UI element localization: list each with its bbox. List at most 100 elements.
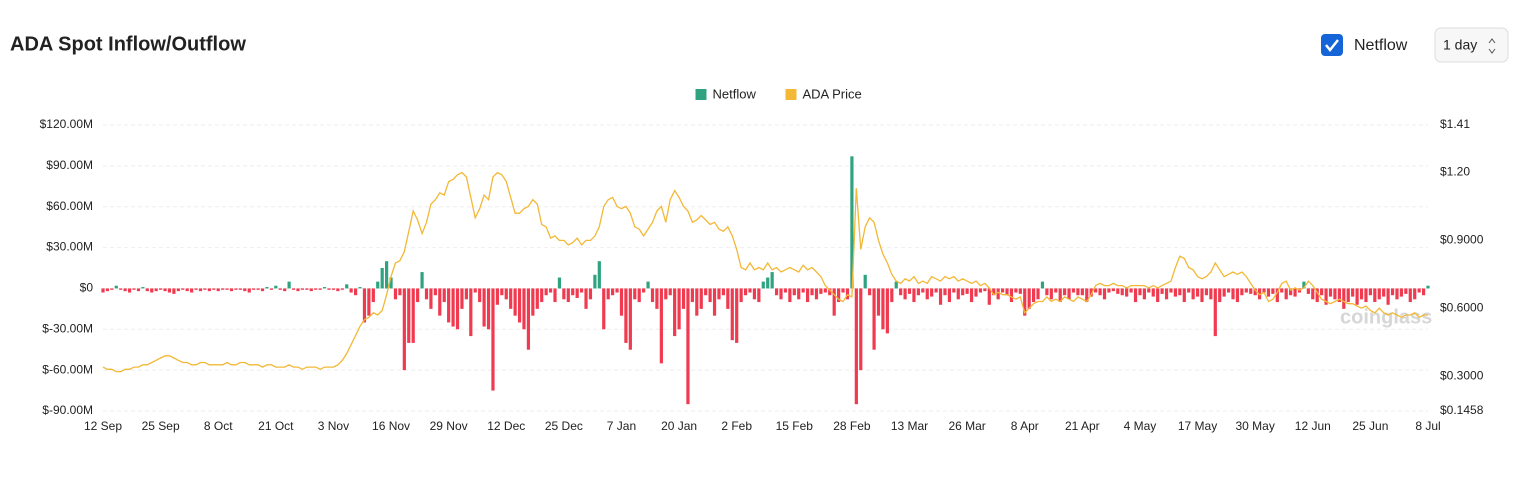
- netflow-bar: [1253, 288, 1257, 296]
- netflow-bar: [992, 288, 996, 296]
- netflow-bar: [1324, 288, 1328, 305]
- netflow-bar: [633, 288, 637, 300]
- y-tick-label: $90.00M: [46, 158, 93, 172]
- select-label[interactable]: 1 day: [1443, 37, 1477, 53]
- netflow-bar: [367, 288, 371, 316]
- netflow-bar: [1351, 288, 1355, 297]
- netflow-bar: [1027, 288, 1031, 309]
- price-line: [102, 171, 1428, 373]
- netflow-bar: [194, 288, 198, 290]
- select-box[interactable]: [1434, 27, 1509, 63]
- netflow-bar: [190, 288, 194, 293]
- netflow-bar: [557, 277, 562, 289]
- netflow-bar: [912, 288, 916, 303]
- netflow-bar: [509, 288, 513, 309]
- netflow-bar: [553, 288, 557, 303]
- netflow-bar: [566, 288, 570, 303]
- netflow-bar: [216, 288, 220, 292]
- netflow-bar: [1054, 288, 1058, 293]
- netflow-bar: [1426, 285, 1430, 289]
- netflow-bar: [726, 288, 730, 309]
- netflow-bar: [850, 156, 854, 289]
- netflow-bar: [677, 288, 681, 330]
- checkbox[interactable]: [1321, 34, 1343, 56]
- netflow-bar: [548, 288, 553, 293]
- legend-label: ADA Price: [803, 86, 862, 101]
- x-tick-label: 28 Feb: [833, 419, 871, 433]
- netflow-bar: [934, 288, 938, 293]
- netflow-bar: [615, 288, 619, 293]
- netflow-bar: [314, 288, 318, 290]
- netflow-bar: [788, 288, 792, 303]
- netflow-bar: [1382, 288, 1386, 297]
- netflow-bar: [1080, 288, 1084, 296]
- netflow-toggle[interactable]: Netflow: [1321, 34, 1408, 56]
- netflow-bar: [238, 288, 242, 290]
- netflow-bar: [1151, 288, 1155, 297]
- netflow-bar: [1160, 288, 1164, 294]
- netflow-bar: [101, 288, 105, 293]
- netflow-bar: [881, 288, 885, 330]
- netflow-bar: [495, 288, 499, 305]
- netflow-bar: [203, 288, 207, 290]
- x-tick-label: 12 Jun: [1295, 419, 1331, 433]
- netflow-bar: [1169, 288, 1173, 293]
- netflow-bar: [1271, 288, 1275, 294]
- netflow-bar: [278, 288, 282, 290]
- netflow-bar: [460, 288, 464, 309]
- netflow-bar: [947, 288, 952, 303]
- netflow-bar: [517, 288, 522, 323]
- netflow-bar: [1222, 288, 1226, 297]
- netflow-bar: [167, 288, 172, 293]
- netflow-bar: [779, 288, 783, 300]
- x-tick-label: 20 Jan: [661, 419, 697, 433]
- y-tick-label: $-30.00M: [42, 321, 93, 335]
- netflow-bar: [1218, 288, 1222, 303]
- netflow-bar: [717, 288, 721, 300]
- netflow-bar: [575, 288, 579, 298]
- netflow-bar: [172, 288, 176, 294]
- netflow-bar: [761, 281, 765, 289]
- netflow-bar: [353, 288, 358, 296]
- netflow-bar: [579, 288, 584, 293]
- netflow-bar: [1395, 288, 1399, 300]
- netflow-bar: [1120, 288, 1124, 296]
- x-tick-label: 17 May: [1178, 419, 1217, 433]
- netflow-bar: [983, 288, 987, 292]
- x-tick-label: 30 May: [1235, 419, 1274, 433]
- netflow-bar: [837, 288, 841, 303]
- netflow-bar: [526, 288, 531, 350]
- x-tick-label: 21 Oct: [258, 419, 294, 433]
- netflow-bar: [664, 288, 668, 300]
- netflow-bar: [123, 288, 127, 292]
- netflow-bar: [646, 281, 650, 289]
- netflow-bar: [872, 288, 876, 350]
- netflow-bar: [1125, 288, 1129, 297]
- netflow-bar: [1209, 288, 1213, 300]
- netflow-bar: [247, 288, 251, 293]
- netflow-bar: [1231, 288, 1235, 300]
- netflow-bar: [974, 288, 978, 297]
- netflow-bar: [766, 277, 770, 289]
- netflow-bar: [699, 288, 703, 309]
- netflow-bar: [198, 288, 203, 292]
- interval-select[interactable]: 1 day: [1434, 27, 1509, 63]
- toggle-label[interactable]: Netflow: [1354, 37, 1408, 54]
- netflow-bar: [792, 288, 796, 296]
- netflow-bar: [385, 261, 389, 289]
- netflow-bar: [455, 288, 460, 330]
- netflow-bar: [810, 288, 814, 296]
- select-arrows: [1488, 38, 1496, 54]
- netflow-bar: [1346, 288, 1350, 303]
- netflow-bar: [181, 288, 185, 290]
- netflow-bar: [1342, 288, 1346, 309]
- netflow-bar: [828, 288, 832, 296]
- netflow-bar: [504, 288, 508, 300]
- netflow-bar: [752, 288, 757, 300]
- netflow-bar: [1377, 288, 1381, 300]
- netflow-bar: [252, 288, 256, 290]
- netflow-bar: [513, 288, 517, 316]
- netflow-bar: [921, 288, 925, 293]
- netflow-bar: [225, 288, 229, 290]
- x-tick-label: 16 Nov: [372, 419, 410, 433]
